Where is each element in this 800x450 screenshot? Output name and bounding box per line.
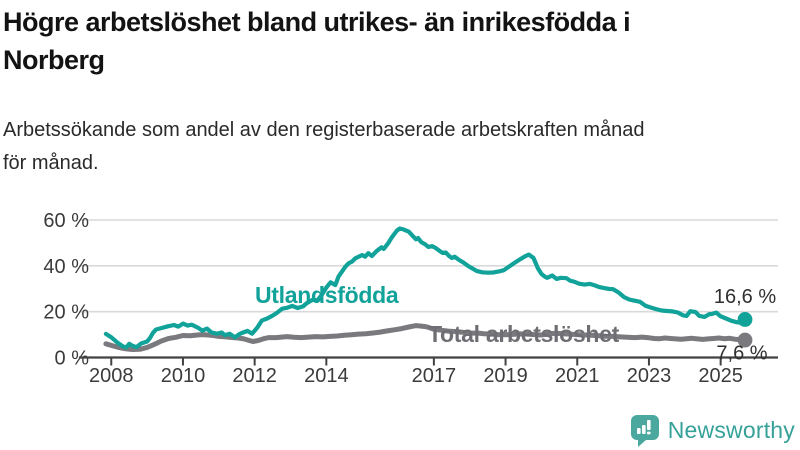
y-tick-label-0: 0 % <box>55 348 90 370</box>
page-title-line2: Norberg <box>3 45 105 75</box>
page-title: Högre arbetslöshet bland utrikes- än inr… <box>3 3 631 79</box>
bar-small <box>636 428 641 434</box>
series-end-dot-utlandsf-dda <box>737 312 753 327</box>
series-label-total-arbetsl-shet: Total arbetslöshet <box>428 321 620 347</box>
newsworthy-icon <box>630 415 659 447</box>
bar-medium <box>641 425 646 434</box>
y-tick-label-60: 60 % <box>43 210 89 232</box>
series-line-total-arbetsl-shet <box>103 323 748 352</box>
chart-subtitle-line1: Arbetssökande som andel av den registerb… <box>3 119 645 141</box>
x-tick-label-2017: 2017 <box>412 365 457 387</box>
x-tick-label-2019: 2019 <box>483 365 528 387</box>
series-line-utlandsf-dda <box>103 226 748 350</box>
x-tick-label-2008: 2008 <box>89 365 134 387</box>
series-label-utlandsf-dda: Utlandsfödda <box>255 282 399 308</box>
chart-subtitle: Arbetssökande som andel av den registerb… <box>3 114 645 180</box>
x-tick-label-2023: 2023 <box>627 365 672 387</box>
x-tick-label-2025: 2025 <box>698 365 743 387</box>
x-tick-label-2021: 2021 <box>555 365 600 387</box>
series-end-dot-total-arbetsl-shet <box>737 332 753 348</box>
x-tick-label-2012: 2012 <box>232 365 277 387</box>
exclamation-bar <box>646 420 651 430</box>
page-title-line1: Högre arbetslöshet bland utrikes- än inr… <box>3 7 631 37</box>
x-tick-label-2010: 2010 <box>161 365 206 387</box>
y-tick-label-20: 20 % <box>43 302 89 324</box>
x-tick-label-2014: 2014 <box>304 365 349 387</box>
chart-subtitle-line2: för månad. <box>3 152 99 174</box>
newsworthy-wordmark: Newsworthy <box>667 417 795 443</box>
end-value-label-total-arbetsl-shet: 7,6 % <box>716 343 767 365</box>
y-tick-label-40: 40 % <box>43 256 89 278</box>
exclamation-dot <box>646 431 651 435</box>
newsworthy-logo[interactable]: Newsworthy <box>630 414 795 447</box>
end-value-label-utlandsf-dda: 16,6 % <box>714 286 776 308</box>
